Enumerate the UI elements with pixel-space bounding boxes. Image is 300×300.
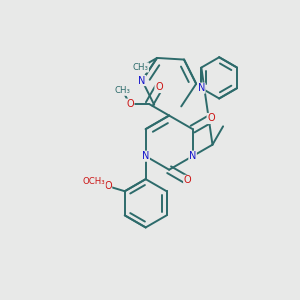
Text: N: N xyxy=(198,83,205,93)
Text: O: O xyxy=(184,175,191,185)
Text: O: O xyxy=(155,82,163,92)
Text: N: N xyxy=(142,151,149,161)
Text: O: O xyxy=(126,99,134,109)
Text: O: O xyxy=(104,181,112,191)
Text: O: O xyxy=(207,113,215,124)
Text: CH₃: CH₃ xyxy=(115,86,130,95)
Text: N: N xyxy=(138,76,146,85)
Text: N: N xyxy=(189,151,196,161)
Text: OCH₃: OCH₃ xyxy=(82,177,105,186)
Text: CH₃: CH₃ xyxy=(132,63,148,72)
